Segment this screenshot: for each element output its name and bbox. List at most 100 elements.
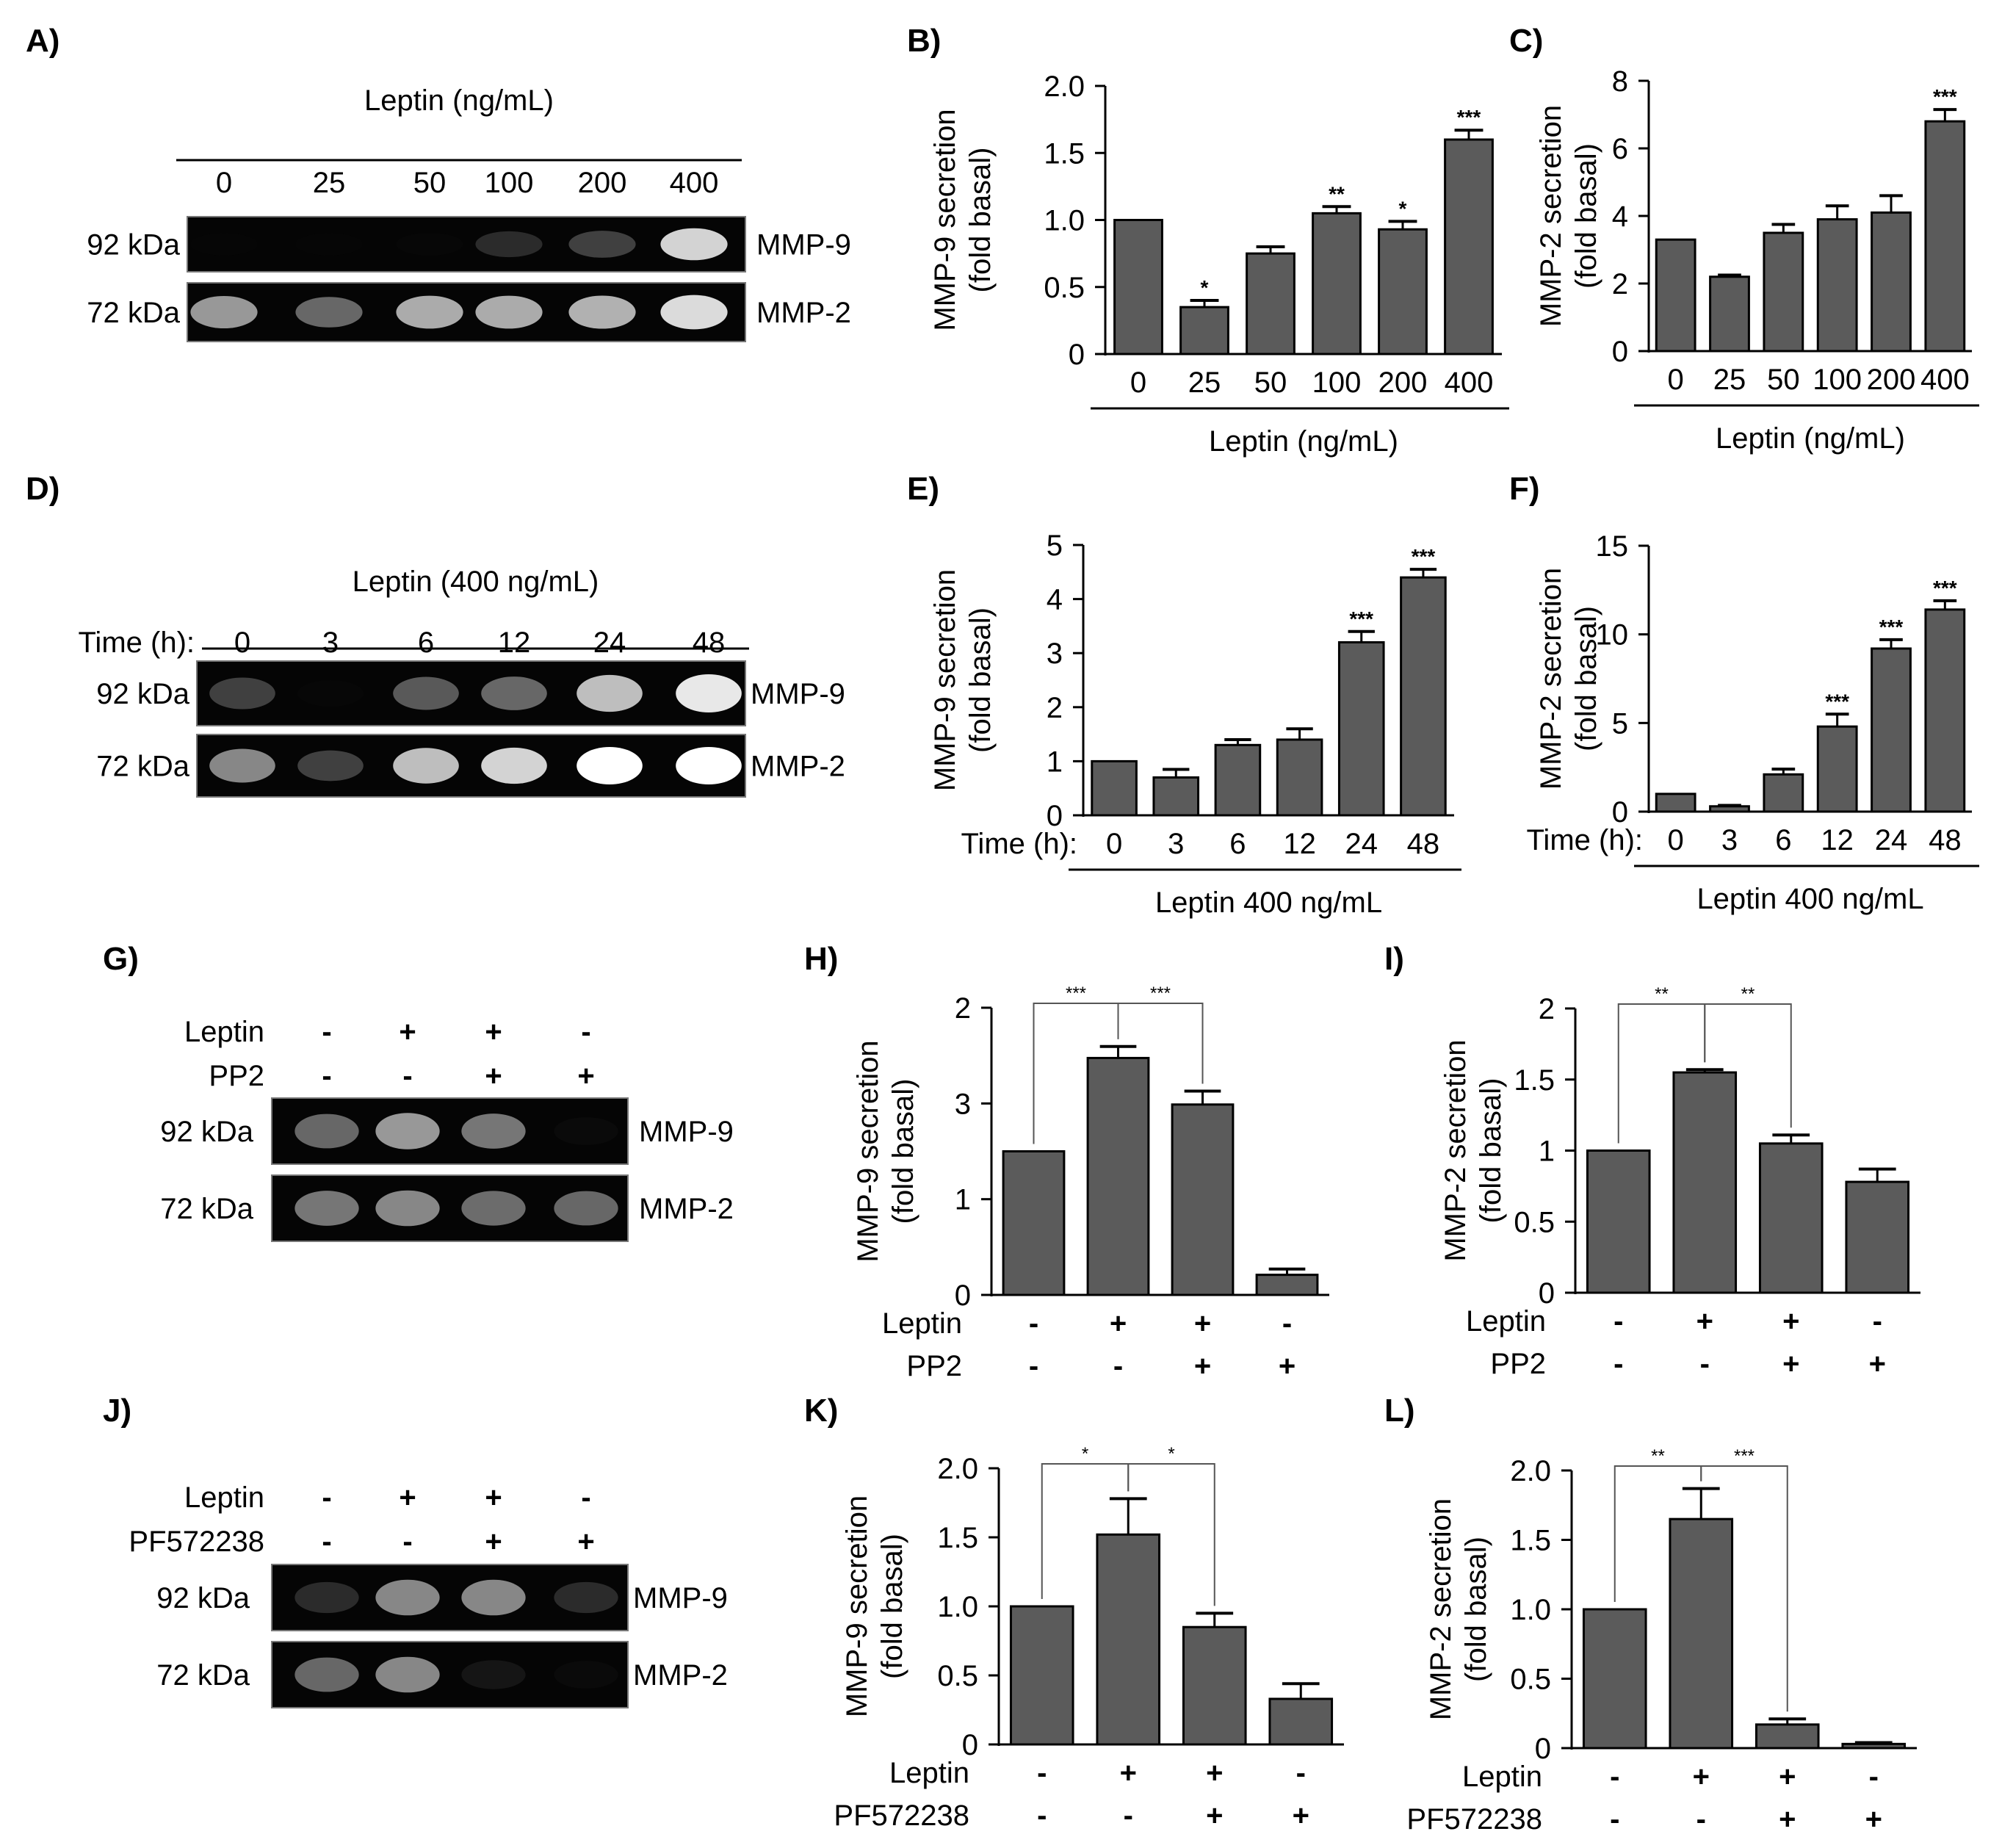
treatment-sign: - xyxy=(1700,1348,1710,1380)
gel-band xyxy=(676,674,742,712)
bar xyxy=(1841,1742,1907,1750)
gel-band xyxy=(554,1117,618,1145)
significance-label: * xyxy=(1399,197,1407,220)
band-size-label: 92 kDa xyxy=(160,1116,253,1148)
x-tick-label: 0 xyxy=(1106,828,1122,860)
treatment-label: Leptin xyxy=(889,1757,969,1789)
gel-band xyxy=(190,233,258,256)
blot-treatment-sign: + xyxy=(577,1526,594,1558)
treatment-sign: + xyxy=(1206,1757,1223,1789)
y-axis-label: (fold basal) xyxy=(876,1534,908,1679)
band-name-label: MMP-2 xyxy=(639,1193,734,1225)
bracket-label: * xyxy=(1082,1444,1088,1464)
gel-band xyxy=(660,228,728,261)
significance-bracket xyxy=(1127,1463,1215,1606)
significance-label: *** xyxy=(1349,607,1373,630)
band-size-label: 92 kDa xyxy=(96,678,189,710)
gel-band xyxy=(209,677,275,710)
x-tick-label: 200 xyxy=(1378,367,1428,399)
bar xyxy=(1763,231,1804,353)
blot-lane-label: 25 xyxy=(313,167,346,199)
bar xyxy=(1924,608,1966,813)
y-tick-label: 1.0 xyxy=(1510,1594,1551,1626)
treatment-sign: + xyxy=(1779,1761,1796,1793)
y-tick-label: 1.0 xyxy=(937,1591,978,1623)
bar xyxy=(1871,647,1912,813)
panel-label-l: L) xyxy=(1384,1393,1415,1429)
panel-label-j: J) xyxy=(103,1393,131,1429)
panel-label-b: B) xyxy=(907,23,941,59)
treatment-sign: - xyxy=(1296,1757,1306,1789)
treatment-sign: + xyxy=(1782,1305,1799,1338)
bar xyxy=(1400,576,1447,817)
gel-band xyxy=(393,748,459,784)
gel-band xyxy=(294,1191,359,1226)
x-prefix-label: Time (h): xyxy=(961,828,1077,860)
bar xyxy=(1002,1150,1066,1296)
blot-header: Leptin (400 ng/mL) xyxy=(353,566,599,598)
chart-b: 0 0.5 1.0 1.5 2.0 MMP-9 secretion (fold basal)… xyxy=(929,71,1509,458)
gel-band xyxy=(396,295,463,329)
chart-h: 0 1 3 2 MMP-9 secretion (fold basal) Leptin - + +… xyxy=(852,983,1329,1382)
y-axis-label: MMP-2 secretion xyxy=(1439,1039,1472,1261)
x-tick-label: 48 xyxy=(1407,828,1440,860)
gel-band xyxy=(375,1579,440,1616)
y-axis-label: (fold basal) xyxy=(1570,606,1602,751)
gel-strip xyxy=(187,282,746,342)
y-axis-label: (fold basal) xyxy=(1475,1078,1507,1224)
bar xyxy=(1214,743,1262,817)
bar xyxy=(1763,773,1804,813)
x-tick-label: 6 xyxy=(1775,824,1791,856)
x-tick-label: 0 xyxy=(1668,364,1684,396)
treatment-sign: - xyxy=(1696,1803,1706,1836)
treatment-sign: + xyxy=(1293,1800,1309,1832)
blot-treatment-sign: + xyxy=(485,1526,502,1558)
blot-lane-label: 6 xyxy=(418,627,434,659)
y-axis-label: (fold basal) xyxy=(887,1079,919,1224)
y-axis-label: MMP-2 secretion xyxy=(1425,1498,1457,1720)
treatment-sign: + xyxy=(1194,1350,1211,1382)
significance-label: *** xyxy=(1879,616,1904,638)
bar xyxy=(1709,275,1750,353)
blot-treatment-sign: - xyxy=(581,1481,590,1514)
significance-label: *** xyxy=(1933,577,1957,599)
y-tick-label: 1.5 xyxy=(1514,1064,1555,1097)
bar xyxy=(1655,793,1696,813)
y-tick-label: 0 xyxy=(955,1279,971,1312)
bracket-label: ** xyxy=(1651,1446,1665,1466)
band-size-label: 72 kDa xyxy=(87,297,180,329)
bar xyxy=(1009,1605,1074,1746)
blot-treatment-sign: - xyxy=(581,1016,590,1048)
treatment-sign: - xyxy=(1282,1307,1292,1340)
gel-band xyxy=(577,674,643,712)
blot-treatment-label: Leptin xyxy=(184,1016,264,1048)
x-axis-label: Leptin 400 ng/mL xyxy=(1155,887,1382,919)
chart-f: 0 5 10 15 MMP-2 secretion (fold basal) *** *** *… xyxy=(1526,530,1979,915)
x-tick-label: 100 xyxy=(1813,364,1862,396)
x-tick-label: 3 xyxy=(1168,828,1184,860)
significance-label: *** xyxy=(1933,85,1957,108)
y-axis-label: MMP-9 secretion xyxy=(852,1040,884,1262)
blot-treatment-sign: - xyxy=(322,1016,331,1048)
gel-band xyxy=(461,1191,526,1226)
bar xyxy=(1091,759,1138,817)
gel-band xyxy=(190,296,258,328)
blot-treatment-sign: + xyxy=(577,1060,594,1092)
y-axis-label: MMP-2 secretion xyxy=(1535,105,1567,327)
treatment-sign: - xyxy=(1037,1800,1047,1832)
treatment-sign: - xyxy=(1113,1350,1123,1382)
blot-lane-label: 0 xyxy=(216,167,232,199)
gel-band xyxy=(577,747,643,784)
blot-treatment-sign: + xyxy=(485,1016,502,1048)
y-tick-label: 2 xyxy=(1047,692,1063,724)
treatment-sign: + xyxy=(1779,1803,1796,1836)
bar xyxy=(1845,1180,1910,1294)
band-size-label: 72 kDa xyxy=(96,751,189,783)
gel-band xyxy=(475,231,543,258)
significance-bracket xyxy=(1117,1003,1204,1084)
bar xyxy=(1871,211,1912,353)
y-axis-label: (fold basal) xyxy=(964,607,997,753)
panel-label-d: D) xyxy=(26,471,59,507)
gel-band xyxy=(554,1191,618,1226)
y-tick-label: 1 xyxy=(1047,746,1063,778)
